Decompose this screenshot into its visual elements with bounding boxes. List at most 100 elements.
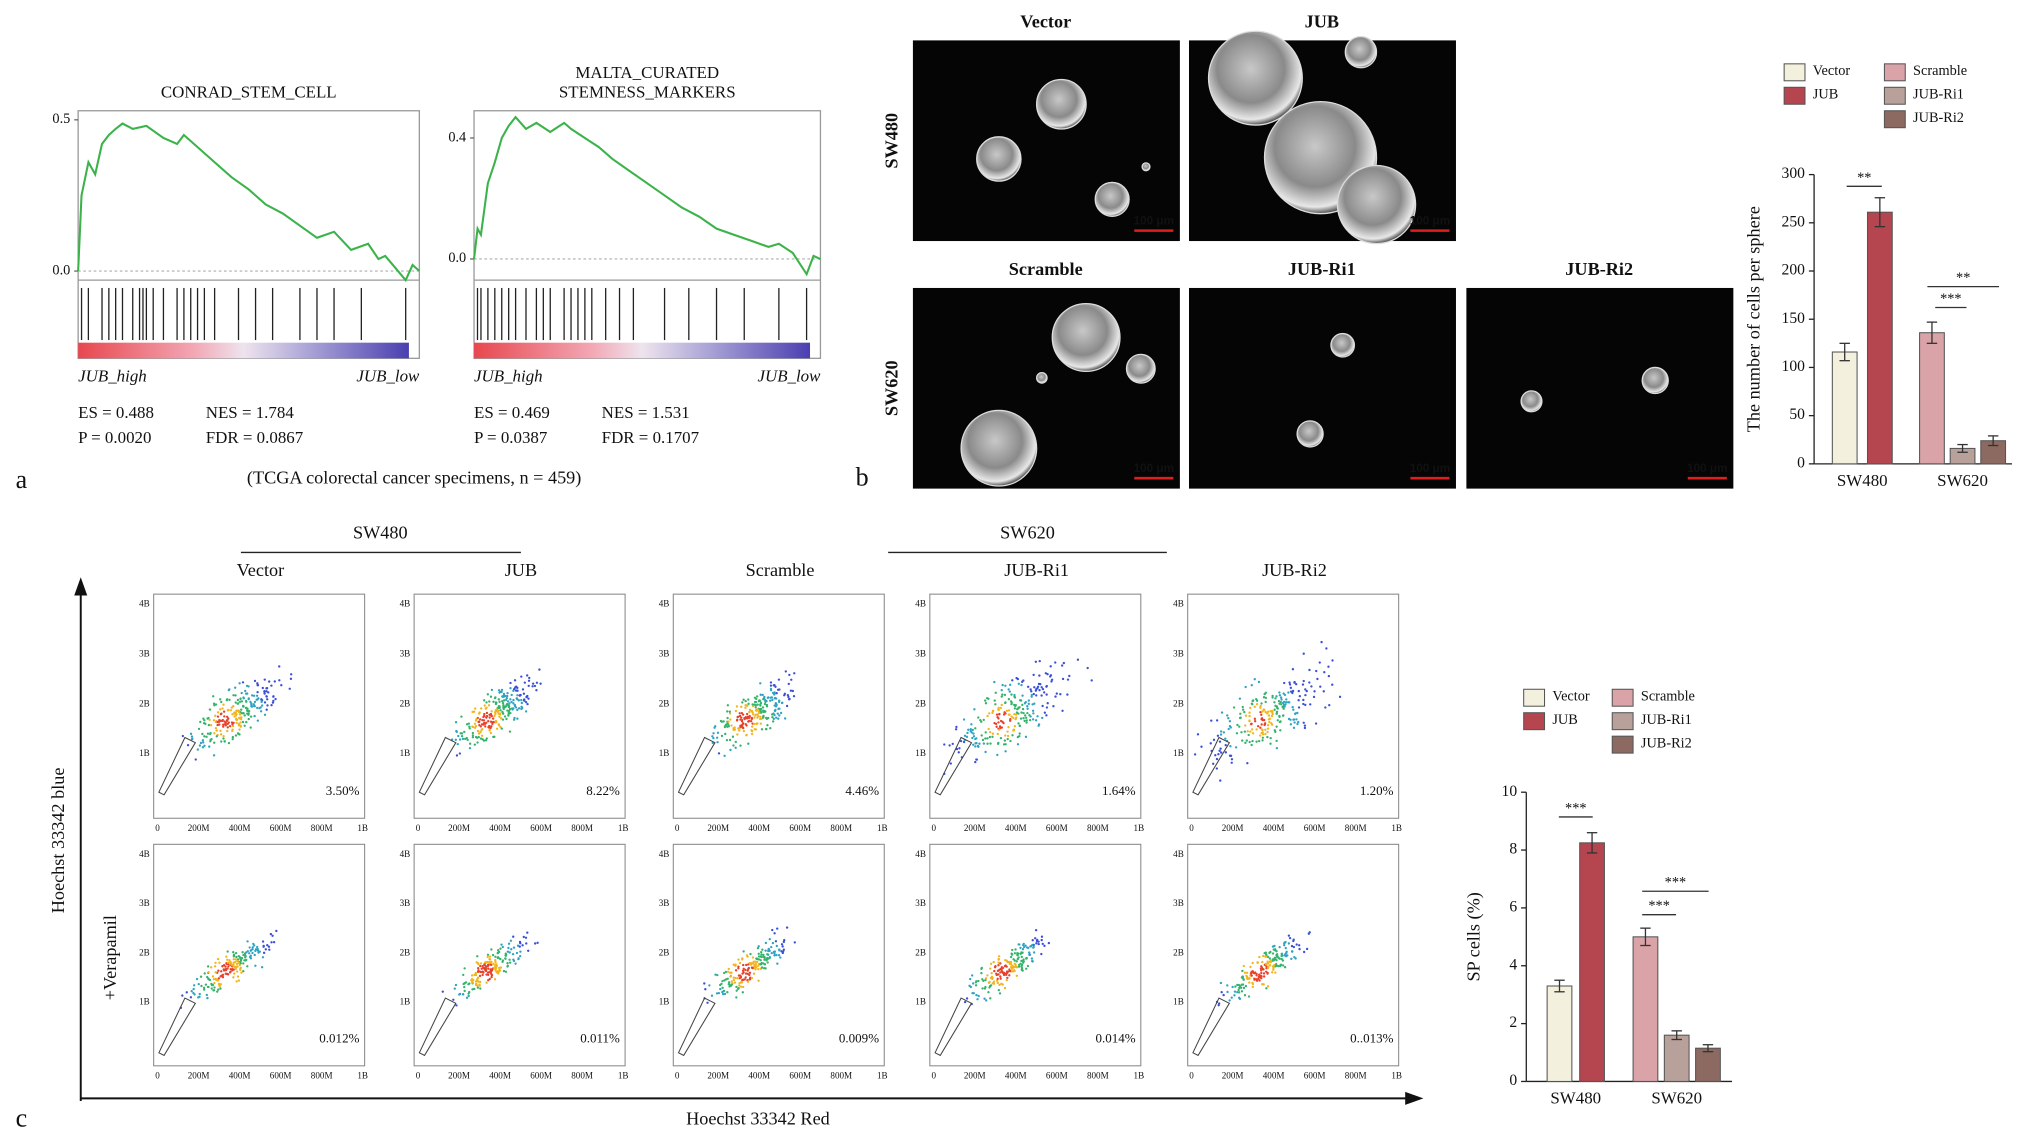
row-label: +Verapamil — [100, 915, 120, 1000]
flow-y-tick: 1B — [139, 748, 150, 758]
event-dot — [1013, 707, 1017, 710]
flow-x-tick: 200M — [188, 823, 210, 833]
event-dot — [736, 987, 740, 990]
event-dot — [1022, 942, 1025, 946]
event-dot — [1034, 689, 1038, 692]
event-dot — [772, 950, 775, 954]
event-dot — [207, 970, 210, 974]
event-dot — [506, 964, 509, 967]
event-dot — [1331, 659, 1334, 662]
event-dot — [1030, 695, 1033, 698]
event-dot — [1220, 711, 1224, 714]
flow-y-tick: 2B — [915, 947, 926, 957]
event-dot — [1005, 978, 1008, 982]
event-dot — [488, 700, 491, 703]
event-dot — [236, 702, 239, 705]
scale-bar-label: 100 μm — [1687, 462, 1727, 475]
event-dot — [508, 702, 511, 705]
flow-y-tick: 1B — [139, 997, 150, 1007]
flow-y-tick: 1B — [659, 748, 670, 758]
event-dot — [517, 707, 521, 710]
event-dot — [1013, 695, 1016, 698]
event-dot — [216, 990, 219, 993]
event-dot — [488, 716, 491, 719]
event-dot — [1264, 962, 1268, 966]
event-dot — [535, 689, 538, 692]
event-dot — [787, 695, 790, 699]
event-dot — [1021, 969, 1024, 972]
event-dot — [185, 991, 188, 994]
event-dot — [957, 751, 960, 754]
event-dot — [1255, 702, 1259, 706]
event-dot — [1006, 734, 1010, 738]
event-dot — [215, 978, 218, 981]
event-dot — [1015, 966, 1019, 969]
event-dot — [474, 724, 478, 728]
event-dot — [499, 717, 503, 720]
event-dot — [507, 711, 510, 714]
event-dot — [972, 982, 975, 985]
event-dot — [719, 987, 722, 991]
y-tick-label: 10 — [1502, 783, 1518, 800]
event-dot — [271, 701, 275, 704]
event-dot — [1028, 718, 1032, 722]
event-dot — [539, 682, 542, 685]
sp-gate — [934, 736, 973, 796]
event-dot — [1193, 753, 1197, 756]
event-dot — [1250, 702, 1254, 705]
significance-label: *** — [1940, 291, 1961, 307]
event-dot — [730, 983, 733, 986]
event-dot — [1280, 963, 1283, 967]
event-dot — [1253, 717, 1257, 721]
event-dot — [789, 689, 793, 692]
event-dot — [1015, 974, 1019, 977]
event-dot — [1217, 752, 1220, 756]
event-dot — [962, 718, 966, 721]
micrograph — [1466, 287, 1734, 489]
event-dot — [1291, 689, 1295, 693]
event-dot — [1278, 715, 1281, 719]
event-dot — [727, 720, 730, 723]
event-dot — [454, 738, 457, 741]
sp-gate — [1192, 736, 1231, 796]
event-dot — [1250, 684, 1253, 687]
sp-gate — [158, 997, 197, 1057]
event-dot — [1031, 960, 1034, 963]
flow-x-tick: 400M — [1263, 1070, 1285, 1080]
event-dot — [203, 735, 206, 738]
event-dot — [1264, 700, 1267, 704]
event-dot — [288, 687, 291, 690]
event-dot — [1327, 674, 1331, 678]
event-dot — [237, 979, 241, 982]
event-dot — [997, 955, 1001, 958]
event-dot — [1013, 693, 1016, 697]
event-dot — [1215, 757, 1219, 761]
event-dot — [1315, 669, 1318, 673]
event-dot — [1017, 682, 1020, 685]
flow-x-tick: 600M — [789, 1070, 811, 1080]
event-dot — [782, 948, 786, 951]
event-dot — [478, 980, 482, 984]
event-dot — [706, 1001, 709, 1004]
event-dot — [189, 996, 193, 999]
event-dot — [1029, 945, 1032, 948]
event-dot — [744, 715, 747, 719]
event-dot — [749, 963, 753, 966]
event-dot — [1266, 727, 1270, 730]
event-dot — [228, 959, 231, 962]
event-dot — [989, 997, 992, 1000]
event-dot — [1282, 714, 1285, 717]
event-dot — [270, 684, 273, 687]
event-dot — [482, 719, 486, 722]
event-dot — [783, 938, 786, 942]
event-dot — [1237, 988, 1240, 992]
event-dot — [1016, 708, 1019, 711]
event-dot — [758, 711, 761, 715]
y-tick-label: 250 — [1782, 213, 1806, 230]
event-dot — [1274, 957, 1277, 961]
event-dot — [767, 716, 770, 720]
event-dot — [1260, 723, 1263, 726]
event-dot — [723, 979, 726, 982]
event-dot — [1259, 706, 1262, 709]
event-dot — [1040, 686, 1043, 689]
